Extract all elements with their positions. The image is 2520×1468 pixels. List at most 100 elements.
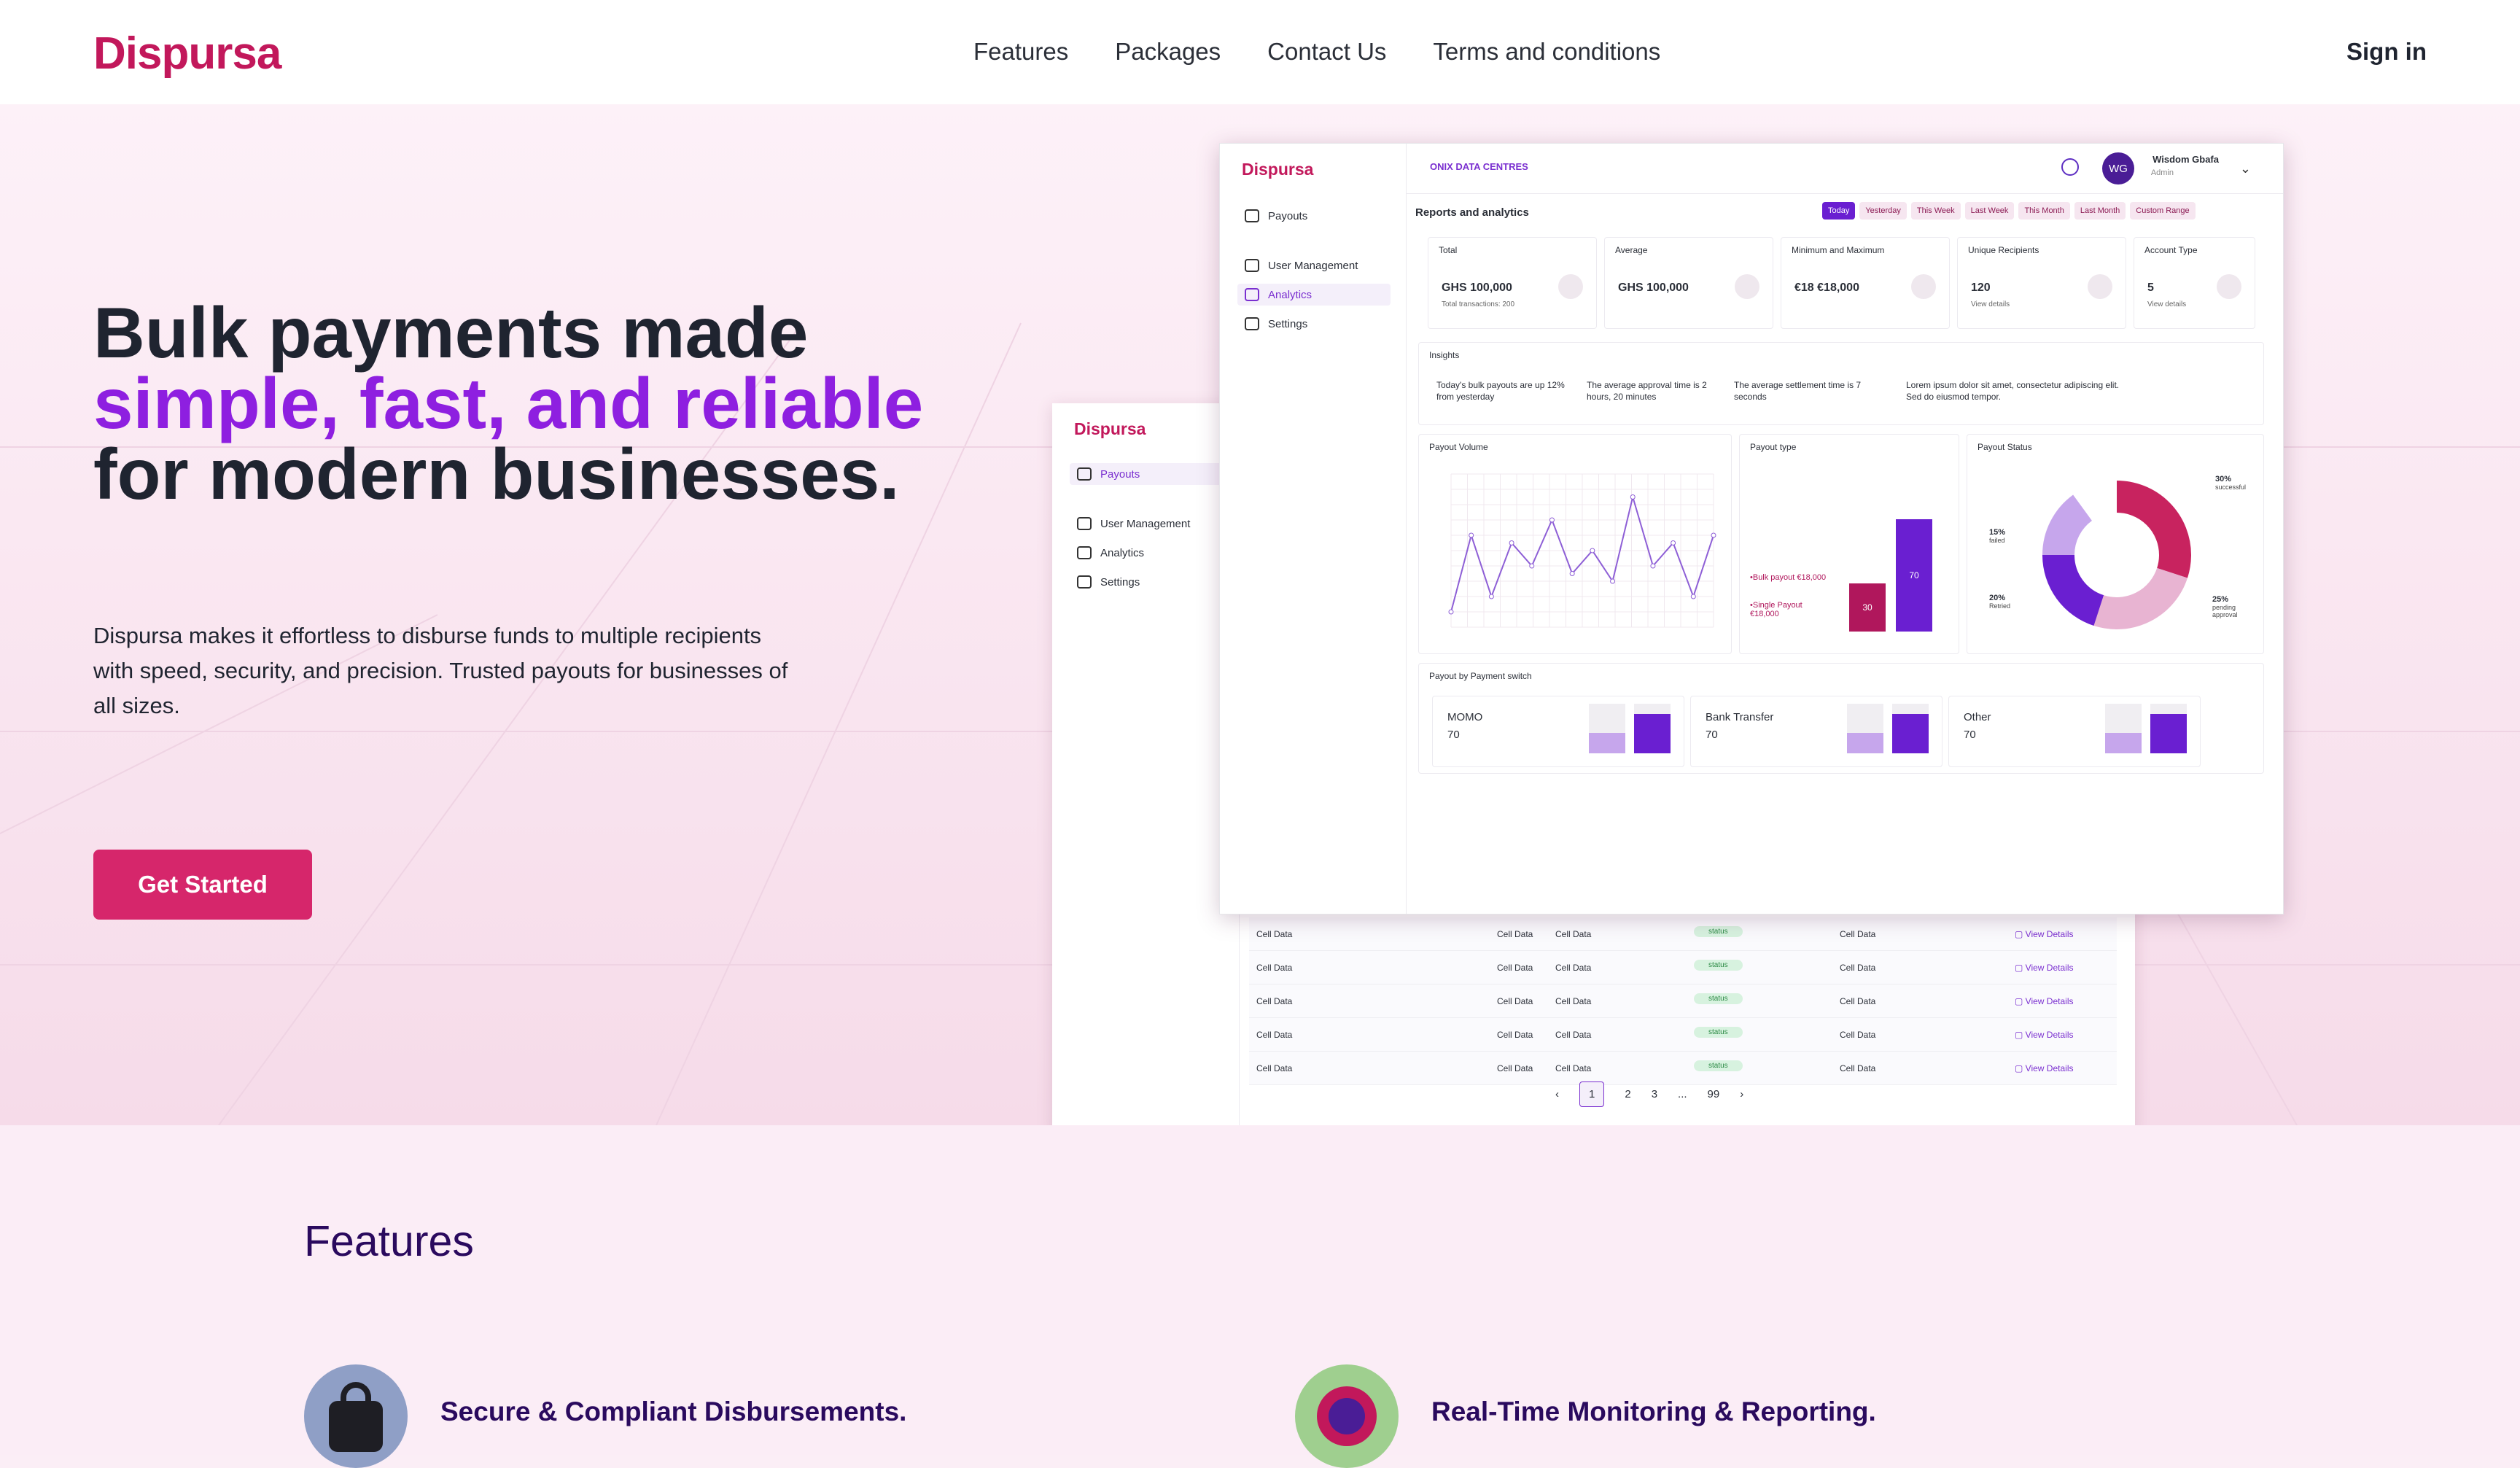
mock-pagination: ‹ 1 2 3 ... 99 ›: [1555, 1081, 1743, 1107]
nav-packages[interactable]: Packages: [1115, 38, 1221, 65]
volume-point: [1671, 540, 1676, 545]
date-filters: Today Yesterday This Week Last Week This…: [1822, 202, 2196, 220]
nav-features[interactable]: Features: [973, 38, 1069, 65]
page-2: 2: [1625, 1088, 1631, 1100]
monitoring-icon: [1295, 1364, 1399, 1468]
cell: Cell Data: [1840, 963, 1876, 973]
chevron-down-icon: ⌄: [2239, 161, 2251, 176]
stat-card-min-max: Minimum and Maximum €18 €18,000: [1781, 237, 1950, 329]
clock-icon: [1735, 274, 1759, 299]
mock-sidebar-settings: Settings: [1237, 313, 1391, 335]
table-row: Cell Data Cell Data Cell Data status Cell Da…: [1249, 1052, 2117, 1085]
get-started-button[interactable]: Get Started: [93, 850, 312, 920]
range-icon: [1911, 274, 1936, 299]
payouts-icon: [1245, 209, 1259, 222]
features-section: Features Secure & Compliant Disbursement…: [0, 1125, 2520, 1468]
cell: Cell Data: [1256, 963, 1293, 973]
insights-card: Insights Today's bulk payouts are up 12%…: [1418, 342, 2264, 425]
cell: Cell Data: [1497, 929, 1533, 939]
volume-point: [1529, 563, 1535, 569]
filter-this-month: This Month: [2018, 202, 2070, 220]
filter-last-week: Last Week: [1964, 202, 2015, 220]
payout-volume-chart: [1448, 473, 1716, 628]
main-nav: Features Packages Contact Us Terms and c…: [973, 38, 1660, 66]
cell: Cell Data: [1256, 929, 1293, 939]
sign-in-link[interactable]: Sign in: [2346, 38, 2427, 65]
reports-title: Reports and analytics: [1415, 206, 1529, 219]
table-row: Cell Data Cell Data Cell Data status Cell Da…: [1249, 951, 2117, 985]
status-failed: 15% failed: [1989, 528, 2006, 544]
filter-custom: Custom Range: [2130, 202, 2196, 220]
cell: Cell Data: [1840, 996, 1876, 1006]
nav-contact[interactable]: Contact Us: [1267, 38, 1387, 65]
gear-icon: [1077, 575, 1092, 589]
status-badge: status: [1694, 1027, 1743, 1038]
site-header: Dispursa Features Packages Contact Us Te…: [0, 0, 2520, 104]
type-bar-label: 30: [1862, 602, 1872, 613]
logo[interactable]: Dispursa: [93, 28, 281, 79]
lock-icon: [304, 1364, 408, 1468]
view-details-link: ▢ View Details: [2015, 1063, 2074, 1073]
org-name: ONIX DATA CENTRES: [1430, 161, 1528, 172]
mock-logo: Dispursa: [1242, 160, 1314, 179]
payout-type-chart: 30 70: [1849, 519, 1932, 632]
momo-success-bar: [1634, 714, 1671, 753]
volume-point: [1690, 594, 1696, 599]
cell: Cell Data: [1497, 996, 1533, 1006]
table-row: Cell Data Cell Data Cell Data status Cell Da…: [1249, 917, 2117, 951]
momo-failed-bar: [1589, 733, 1625, 753]
page-1: 1: [1579, 1081, 1605, 1107]
status-badge: status: [1694, 926, 1743, 937]
cell: Cell Data: [1840, 1063, 1876, 1073]
feature-secure-title: Secure & Compliant Disbursements.: [440, 1397, 907, 1426]
filter-today: Today: [1822, 202, 1856, 220]
status-badge: status: [1694, 993, 1743, 1004]
switch-other: Other 70: [1948, 696, 2201, 767]
cell: Cell Data: [1555, 996, 1592, 1006]
volume-point: [1711, 532, 1716, 538]
mock-topbar: ONIX DATA CENTRES WG Wisdom Gbafa Admin …: [1407, 144, 2283, 194]
mock-sidebar-analytics-back: Analytics: [1070, 542, 1223, 564]
type-bar-label: 70: [1909, 570, 1919, 580]
switch-bank: Bank Transfer 70: [1690, 696, 1942, 767]
volume-point: [1630, 494, 1636, 500]
cell: Cell Data: [1555, 1063, 1592, 1073]
payment-switch-card: Payout by Payment switch MOMO 70 Bank Tr…: [1418, 663, 2264, 774]
mock-sidebar-payouts-back: Payouts: [1070, 463, 1223, 485]
stat-card-recipients: Unique Recipients 120 View details: [1957, 237, 2126, 329]
stat-card-account-type: Account Type 5 View details: [2134, 237, 2255, 329]
donut-retried: [2042, 481, 2191, 629]
users-icon: [1245, 259, 1259, 272]
other-success-bar: [2150, 714, 2187, 753]
volume-point: [1488, 594, 1494, 599]
payout-volume-card: Payout Volume: [1418, 434, 1732, 654]
stat-card-average: Average GHS 100,000: [1604, 237, 1773, 329]
gear-icon: [1245, 317, 1259, 330]
volume-point: [1509, 540, 1514, 545]
cell: Cell Data: [1555, 963, 1592, 973]
users-icon: [1077, 517, 1092, 530]
nav-terms[interactable]: Terms and conditions: [1433, 38, 1661, 65]
payout-status-donut: [2042, 481, 2191, 629]
close-icon: [2088, 274, 2112, 299]
cell: Cell Data: [1497, 1030, 1533, 1040]
legend-bulk: •Bulk payout €18,000: [1750, 573, 1827, 582]
features-heading: Features: [304, 1217, 474, 1265]
filter-last-month: Last Month: [2074, 202, 2126, 220]
bank-failed-bar: [1847, 733, 1883, 753]
hero-title: Bulk payments made simple, fast, and rel…: [93, 292, 924, 514]
insight-2: The average approval time is 2 hours, 20…: [1587, 380, 1707, 402]
view-details-link: ▢ View Details: [2015, 929, 2074, 939]
avatar: WG: [2102, 152, 2134, 185]
mock-sidebar-users: User Management: [1237, 255, 1391, 276]
user-name: Wisdom Gbafa: [2152, 154, 2219, 165]
switch-momo: MOMO 70: [1432, 696, 1684, 767]
cell: Cell Data: [1840, 929, 1876, 939]
chart-icon: [1077, 546, 1092, 559]
stat-card-total: Total GHS 100,000 Total transactions: 200: [1428, 237, 1597, 329]
volume-line: [1450, 494, 1714, 613]
payouts-icon: [1077, 467, 1092, 481]
hero-section: Bulk payments made simple, fast, and rel…: [0, 104, 2520, 1125]
other-failed-bar: [2105, 733, 2142, 753]
status-successful: 30% successful: [2215, 475, 2247, 491]
